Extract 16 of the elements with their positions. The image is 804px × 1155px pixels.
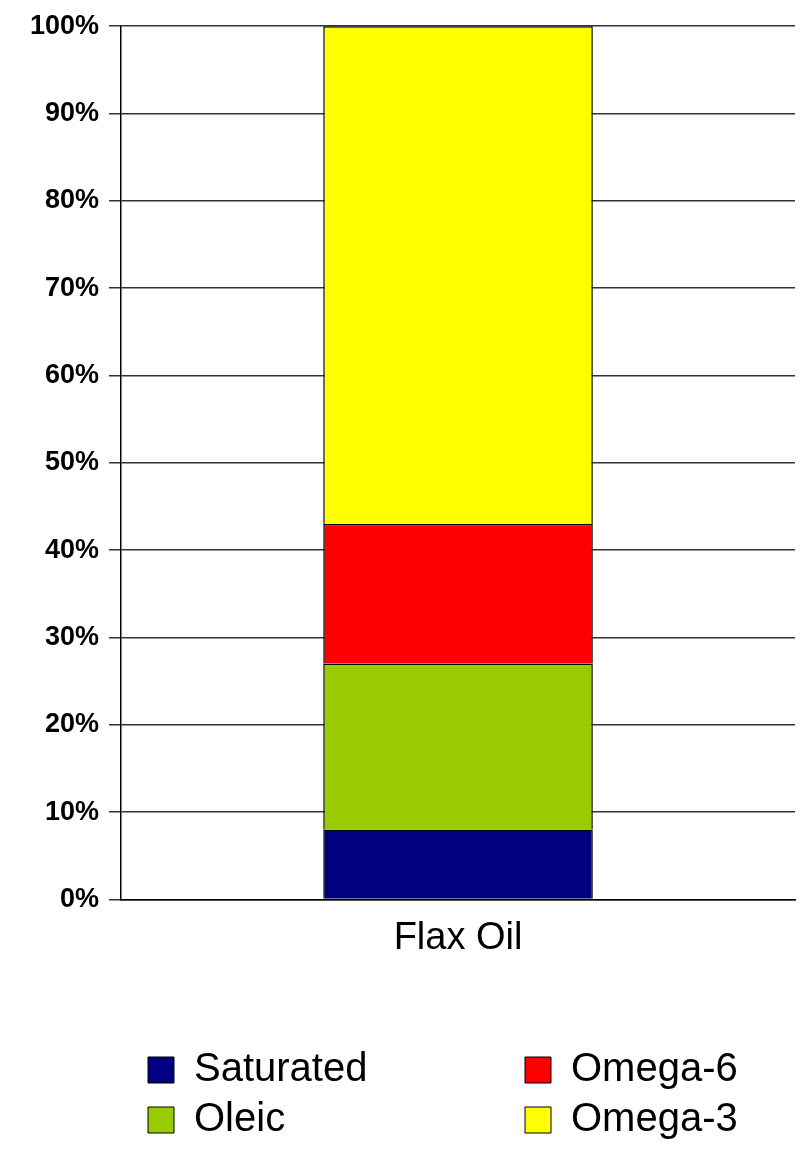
y-tick-label: 10% — [45, 795, 100, 826]
legend-label: Omega-6 — [571, 1045, 738, 1090]
y-tick-label: 40% — [45, 533, 100, 564]
y-tick-label: 60% — [45, 358, 100, 389]
legend-label: Oleic — [194, 1095, 286, 1140]
y-tick-label: 90% — [45, 96, 100, 127]
legend-label: Saturated — [194, 1045, 368, 1090]
y-tick-label: 0% — [60, 882, 100, 913]
x-tick-label: Flax Oil — [393, 914, 523, 957]
legend-label: Omega-3 — [571, 1095, 738, 1140]
y-tick-label: 50% — [45, 446, 100, 477]
y-tick-label: 30% — [45, 620, 100, 651]
y-tick-label: 70% — [45, 271, 100, 302]
y-tick-label: 80% — [45, 184, 100, 215]
y-tick-label: 100% — [29, 9, 100, 40]
y-tick-label: 20% — [45, 708, 100, 739]
